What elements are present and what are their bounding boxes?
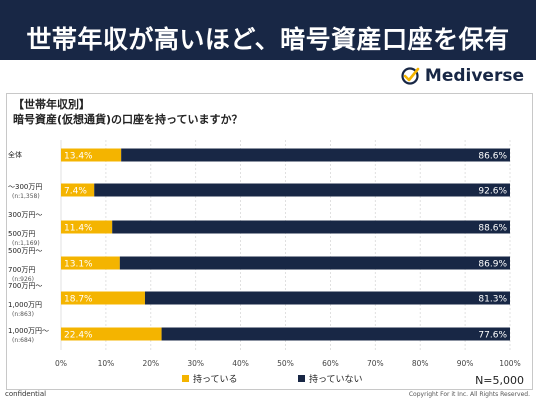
x-tick-label: 20% <box>142 359 159 368</box>
bar-value-label: 22.4% <box>64 331 93 341</box>
category-label: 700万円～ <box>8 282 42 290</box>
bar-value-label: 81.3% <box>478 295 507 305</box>
brand-logo: Mediverse <box>400 64 524 88</box>
bar-have <box>61 148 122 162</box>
x-tick-label: 80% <box>412 359 429 368</box>
x-tick-label: 90% <box>457 359 474 368</box>
category-label: 700万円 <box>8 266 35 274</box>
legend-swatch <box>298 375 305 382</box>
bar-not-have <box>119 256 510 270</box>
bar-have <box>61 327 162 341</box>
category-n-label: (n:926) <box>12 276 34 283</box>
bar-value-label: 86.9% <box>478 260 507 270</box>
mediverse-logo-icon <box>401 67 420 85</box>
category-label: 500万円～ <box>8 247 42 255</box>
category-n-label: (n:1,169) <box>12 240 40 247</box>
bar-value-label: 11.4% <box>64 224 93 234</box>
chart-title: 【世帯年収別】 <box>13 98 90 111</box>
x-tick-label: 40% <box>232 359 249 368</box>
category-label: 1,000万円 <box>8 301 42 309</box>
category-label: 1,000万円～ <box>8 327 49 335</box>
bar-have <box>61 183 95 197</box>
chart-question: 暗号資産(仮想通貨)の口座を持っていますか？ <box>13 113 243 126</box>
bar-value-label: 7.4% <box>64 187 87 197</box>
bar-not-have <box>121 148 510 162</box>
category-label: ～300万円 <box>8 183 42 191</box>
legend-swatch <box>182 375 189 382</box>
bar-value-label: 86.6% <box>478 152 507 162</box>
bar-not-have <box>144 291 510 305</box>
bar-not-have <box>161 327 511 341</box>
page-headline: 世帯年収が高いほど、暗号資産口座を保有 <box>26 25 510 54</box>
bar-value-label: 13.4% <box>64 152 93 162</box>
category-label: 500万円 <box>8 230 35 238</box>
header-banner <box>0 0 536 60</box>
bar-value-label: 88.6% <box>478 224 507 234</box>
brand-name: Mediverse <box>424 66 524 86</box>
bar-value-label: 13.1% <box>64 260 93 270</box>
legend-label: 持っている <box>193 373 238 385</box>
bar-have <box>61 256 120 270</box>
bar-have <box>61 220 113 234</box>
bar-not-have <box>112 220 510 234</box>
legend-label: 持っていない <box>309 373 363 385</box>
x-tick-label: 100% <box>499 359 520 368</box>
bar-value-label: 18.7% <box>64 295 93 305</box>
category-n-label: (n:684) <box>12 337 34 344</box>
x-tick-label: 10% <box>98 359 115 368</box>
bar-not-have <box>94 183 510 197</box>
category-n-label: (n:1,358) <box>12 193 40 200</box>
category-label: 300万円～ <box>8 211 42 219</box>
sample-size-note: N=5,000 <box>475 374 524 387</box>
bar-have <box>61 291 145 305</box>
x-tick-label: 60% <box>322 359 339 368</box>
x-tick-label: 50% <box>277 359 294 368</box>
category-n-label: (n:863) <box>12 311 34 318</box>
x-tick-label: 30% <box>187 359 204 368</box>
x-tick-label: 70% <box>367 359 384 368</box>
bar-value-label: 92.6% <box>478 187 507 197</box>
x-tick-label: 0% <box>55 359 67 368</box>
confidential-label: confidential <box>5 390 47 398</box>
copyright-text: Copyright For it Inc. All Rights Reserve… <box>408 391 530 398</box>
bar-value-label: 77.6% <box>478 331 507 341</box>
category-label: 全体 <box>8 150 22 159</box>
